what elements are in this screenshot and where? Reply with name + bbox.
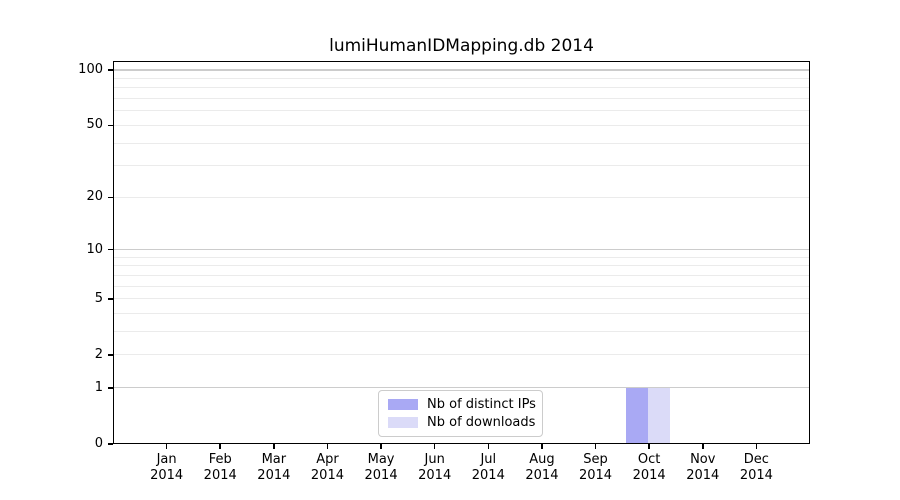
plot-area	[113, 61, 810, 444]
x-tick-label: Jul 2014	[471, 452, 505, 483]
gridline-minor	[113, 285, 810, 287]
x-tick-label: Dec 2014	[739, 452, 773, 483]
gridline-minor	[113, 354, 810, 356]
x-tick	[541, 444, 543, 449]
x-tick-label: Mar 2014	[257, 452, 291, 483]
gridline-major	[113, 249, 810, 251]
x-tick-label: Jan 2014	[150, 452, 184, 483]
legend-item-downloads: Nb of downloads	[388, 414, 536, 430]
y-tick-label: 1	[94, 379, 103, 395]
bar-distinct-ips	[625, 387, 648, 444]
legend-swatch-distinct-ips	[388, 399, 418, 410]
x-tick-label: Nov 2014	[686, 452, 720, 483]
gridline-minor	[113, 298, 810, 300]
y-tick	[108, 124, 113, 127]
gridline-minor	[113, 110, 810, 112]
chart-title: lumiHumanIDMapping.db 2014	[329, 36, 594, 56]
gridline-minor	[113, 77, 810, 79]
y-tick-label: 100	[78, 61, 103, 77]
gridline-minor	[113, 98, 810, 100]
x-tick	[433, 444, 436, 449]
x-tick	[273, 444, 275, 449]
y-tick	[108, 196, 113, 199]
y-tick	[108, 354, 113, 356]
gridline-minor	[113, 331, 810, 333]
x-tick-label: Apr 2014	[310, 452, 344, 483]
x-tick	[165, 444, 168, 449]
y-tick-label: 10	[86, 241, 103, 257]
x-tick	[219, 444, 221, 449]
x-tick-label: May 2014	[364, 452, 398, 483]
x-tick	[380, 444, 382, 449]
x-tick	[755, 444, 758, 449]
x-tick	[487, 444, 490, 449]
y-tick-label: 20	[86, 189, 103, 205]
legend: Nb of distinct IPs Nb of downloads	[378, 390, 543, 437]
gridline-minor	[113, 124, 810, 126]
y-tick	[108, 387, 113, 389]
gridline-minor	[113, 313, 810, 315]
gridline-minor	[113, 196, 810, 198]
legend-label-distinct-ips: Nb of distinct IPs	[427, 396, 536, 412]
y-tick	[108, 298, 113, 300]
y-tick-label: 2	[94, 346, 103, 362]
gridline-minor	[113, 142, 810, 144]
y-tick	[108, 248, 113, 251]
gridline-minor	[113, 265, 810, 267]
x-tick-label: Aug 2014	[525, 452, 559, 483]
legend-swatch-downloads	[388, 417, 418, 428]
y-tick-label: 50	[86, 117, 103, 133]
x-tick-label: Oct 2014	[632, 452, 666, 483]
y-tick-label: 5	[94, 290, 103, 306]
gridline-minor	[113, 274, 810, 276]
gridline-minor	[113, 87, 810, 89]
legend-item-distinct-ips: Nb of distinct IPs	[388, 396, 536, 412]
x-tick-label: Feb 2014	[203, 452, 237, 483]
x-tick	[702, 444, 704, 449]
x-tick	[326, 444, 329, 449]
legend-label-downloads: Nb of downloads	[427, 414, 536, 430]
y-tick	[108, 443, 113, 445]
x-tick	[648, 444, 650, 449]
gridline-major	[113, 387, 810, 389]
gridline-minor	[113, 256, 810, 258]
x-tick	[594, 444, 597, 449]
bar-downloads	[647, 387, 670, 444]
y-tick-label: 0	[94, 436, 103, 451]
x-tick-label: Jun 2014	[418, 452, 452, 483]
y-tick	[108, 69, 113, 71]
x-tick-label: Sep 2014	[578, 452, 613, 483]
gridline-major	[113, 69, 810, 71]
gridline-minor	[113, 165, 810, 167]
